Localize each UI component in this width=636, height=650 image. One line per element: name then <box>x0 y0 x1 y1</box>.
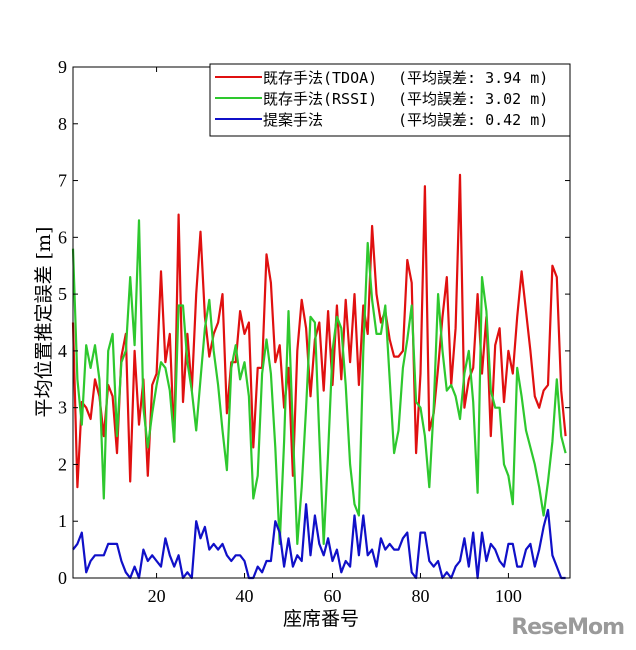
series-line-0 <box>71 173 567 489</box>
y-tick-label: 9 <box>58 57 67 77</box>
series-line-1 <box>71 219 567 546</box>
y-tick-label: 1 <box>58 511 67 531</box>
x-tick-label: 40 <box>236 586 254 606</box>
series-line-2 <box>72 503 566 580</box>
legend: 既存手法(TDOA) (平均誤差: 3.94 m) 既存手法(RSSI) (平均誤差:… <box>209 63 571 137</box>
watermark-logo: ReseMom <box>511 615 625 640</box>
y-tick-label: 6 <box>58 227 67 247</box>
y-tick-label: 5 <box>58 284 67 304</box>
legend-note-1: (平均誤差: 3.02 m) <box>398 90 548 108</box>
y-tick-label: 0 <box>58 568 67 588</box>
y-tick-label: 2 <box>58 454 67 474</box>
y-tick-label: 3 <box>58 398 67 418</box>
x-tick-label: 60 <box>323 586 341 606</box>
x-tick-label: 80 <box>411 586 429 606</box>
y-tick-label: 7 <box>58 171 67 191</box>
legend-label-0: 既存手法(TDOA) <box>263 69 377 87</box>
y-axis-label: 平均位置推定誤差 [m] <box>33 227 55 418</box>
legend-label-1: 既存手法(RSSI) <box>263 90 377 108</box>
x-tick-label: 100 <box>495 586 522 606</box>
legend-note-0: (平均誤差: 3.94 m) <box>398 69 548 87</box>
y-tick-label: 4 <box>58 341 67 361</box>
x-axis-label: 座席番号 <box>283 608 359 630</box>
y-tick-label: 8 <box>58 114 67 134</box>
legend-note-2: (平均誤差: 0.42 m) <box>398 111 548 129</box>
legend-box <box>209 63 571 137</box>
legend-label-2: 提案手法 <box>263 111 323 129</box>
x-tick-label: 20 <box>148 586 166 606</box>
